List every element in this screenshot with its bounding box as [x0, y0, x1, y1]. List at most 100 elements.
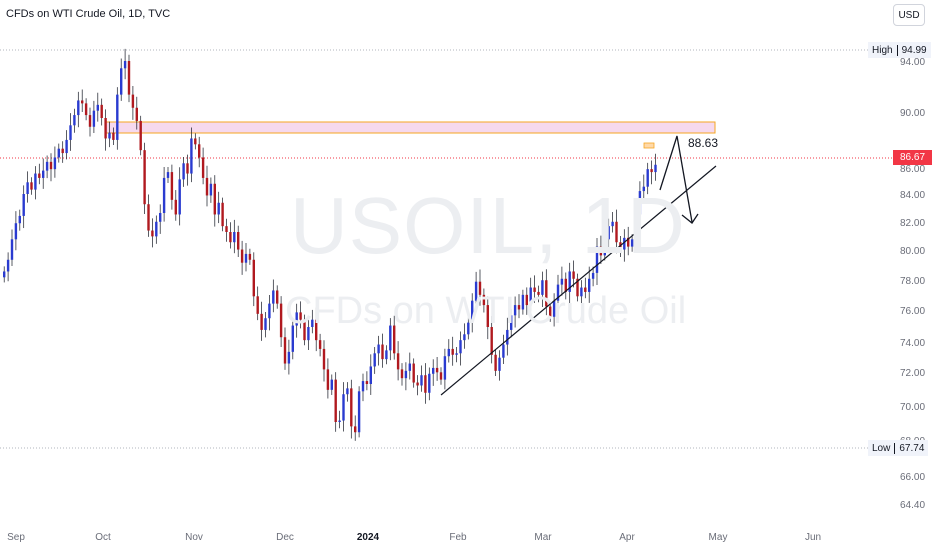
candle-body: [318, 340, 322, 349]
time-tick-year: 2024: [356, 532, 380, 543]
price-tick: 74.00: [900, 338, 926, 349]
chart-title: CFDs on WTI Crude Oil, 1D, TVC: [6, 8, 171, 20]
candle-body: [498, 357, 501, 371]
currency-button[interactable]: USD: [893, 4, 925, 26]
candle-body: [3, 271, 6, 278]
candle-body: [26, 182, 29, 194]
candles-group: [3, 48, 657, 441]
candle-body: [104, 118, 107, 139]
candle-body: [346, 388, 349, 395]
candle-body: [162, 177, 166, 213]
candle-body: [30, 182, 33, 190]
last-price-tag: 86.67: [893, 150, 932, 165]
price-tick: 78.00: [900, 276, 926, 287]
time-tick: Apr: [619, 532, 635, 543]
candle-body: [131, 94, 135, 108]
resistance-zone[interactable]: [104, 121, 716, 134]
candle-body: [283, 337, 287, 364]
candle-body: [88, 115, 92, 127]
candle-body: [564, 278, 567, 292]
candle-body: [248, 253, 252, 260]
candle-body: [627, 237, 630, 247]
high-tag: High 94.99: [868, 42, 931, 58]
candle-body: [155, 221, 158, 237]
price-tick: 66.00: [900, 472, 926, 483]
candle-body: [603, 239, 606, 256]
candle-body: [53, 157, 57, 170]
candle-body: [611, 221, 614, 227]
candle-body: [311, 319, 314, 327]
candle-body: [182, 163, 185, 180]
candle-body: [517, 305, 521, 310]
time-tick: Sep: [7, 532, 25, 543]
candle-body: [459, 340, 462, 354]
candle-body: [642, 186, 645, 192]
candle-body: [471, 300, 474, 323]
candle-body: [572, 271, 575, 279]
candle-body: [174, 199, 177, 215]
candle-body: [560, 278, 564, 285]
projection-arrow[interactable]: [659, 135, 693, 223]
candle-body: [135, 107, 138, 121]
candle-body: [428, 373, 431, 393]
candle-body: [350, 388, 353, 427]
candle-body: [474, 281, 478, 301]
candle-body: [260, 313, 263, 330]
candle-body: [404, 370, 408, 379]
candle-body: [22, 194, 25, 216]
candle-body: [295, 312, 298, 326]
candle-body: [178, 179, 181, 215]
price-tick: 76.00: [900, 306, 926, 317]
candle-body: [396, 353, 400, 370]
candle-body: [217, 202, 220, 215]
candle-body: [490, 327, 493, 355]
candle-body: [545, 280, 548, 307]
candle-body: [256, 296, 259, 314]
candle-body: [147, 204, 150, 231]
low-tag: Low 67.74: [868, 440, 929, 456]
candle-body: [393, 325, 396, 354]
price-tick: 82.00: [900, 218, 926, 229]
candle-body: [186, 163, 189, 174]
time-tick: Mar: [534, 532, 552, 543]
candle-body: [213, 183, 216, 215]
candle-body: [127, 61, 131, 95]
trend-line[interactable]: [440, 165, 717, 396]
candle-body: [354, 426, 357, 433]
candle-body: [595, 246, 599, 273]
candle-body: [537, 291, 540, 295]
candle-body: [510, 315, 513, 330]
candle-body: [607, 226, 610, 240]
candle-body: [34, 173, 37, 190]
candle-body: [326, 369, 330, 390]
candle-body: [513, 305, 517, 316]
candle-body: [424, 375, 427, 393]
candle-body: [84, 103, 88, 116]
candle-body: [225, 226, 228, 232]
candle-body: [408, 363, 411, 371]
candle-body: [229, 232, 232, 243]
candle-body: [650, 169, 653, 173]
candle-body: [57, 148, 60, 158]
candle-body: [451, 348, 454, 355]
candle-body: [170, 172, 174, 200]
low-tag-value: 67.74: [899, 442, 925, 454]
candle-body: [389, 325, 392, 351]
price-tick: 86.00: [900, 164, 926, 175]
candle-body: [455, 353, 458, 355]
candle-body: [233, 232, 236, 243]
candle-body: [139, 120, 142, 151]
candle-body: [279, 303, 283, 338]
candle-body: [143, 150, 146, 205]
candle-body: [646, 169, 649, 187]
candle-body: [435, 367, 439, 373]
candle-body: [112, 132, 115, 140]
candle-body: [205, 177, 209, 196]
candle-body: [61, 148, 64, 154]
candle-body: [287, 351, 291, 364]
candle-body: [584, 287, 587, 292]
candle-body: [463, 334, 466, 341]
candle-body: [100, 104, 103, 118]
candle-body: [525, 294, 528, 306]
